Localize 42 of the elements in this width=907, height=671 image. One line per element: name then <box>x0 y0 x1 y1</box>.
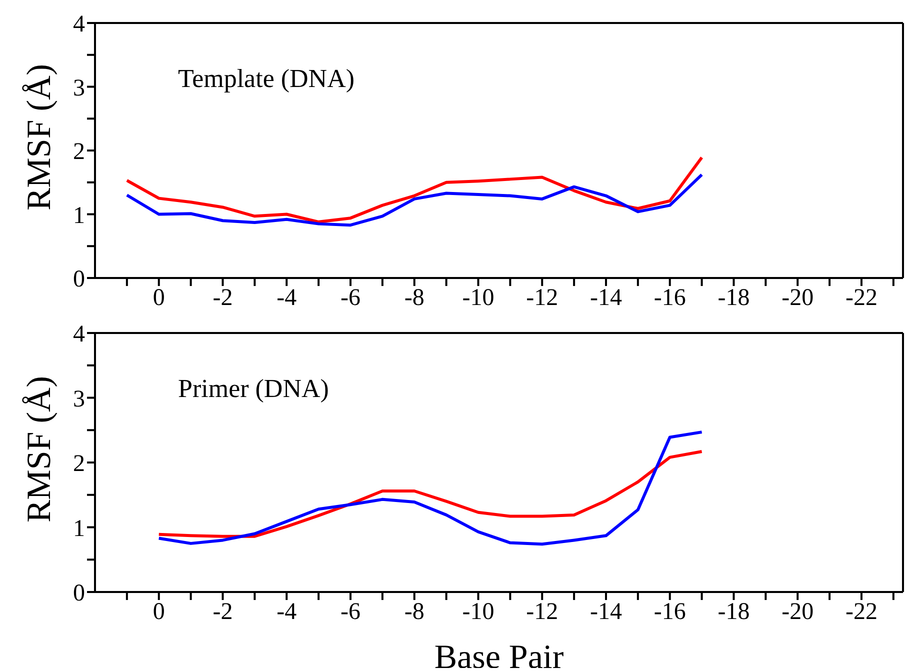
y-tick-label: 0 <box>73 580 85 607</box>
x-tick-label: -2 <box>212 599 233 626</box>
y-tick-label: 3 <box>73 386 85 412</box>
y-tick-label: 3 <box>73 75 85 102</box>
x-tick-label: -12 <box>526 285 558 312</box>
x-tick-label: -10 <box>462 285 494 312</box>
y-tick-label: 4 <box>73 12 85 38</box>
x-tick-label: -20 <box>782 599 814 626</box>
line-series <box>125 173 704 227</box>
x-tick-label: -8 <box>404 599 424 626</box>
x-tick-label: -8 <box>404 285 424 312</box>
line-series <box>157 450 704 538</box>
x-tick-label: -16 <box>654 285 686 312</box>
x-tick-label: -12 <box>526 599 558 626</box>
x-tick-label: -6 <box>340 599 360 626</box>
y-tick-label: 1 <box>73 516 85 542</box>
x-tick-label: -22 <box>845 285 878 312</box>
x-tick-label: -18 <box>718 285 750 312</box>
y-axis-title: RMSF (Å) <box>21 376 58 522</box>
y-tick-label: 1 <box>73 202 85 229</box>
y-tick-label: 2 <box>73 451 85 478</box>
y-tick-label: 4 <box>73 322 85 348</box>
x-tick-label: -20 <box>782 285 814 312</box>
x-tick-label: -4 <box>276 599 297 626</box>
text: Template (DNA) <box>178 64 355 94</box>
y-axis-title: RMSF (Å) <box>21 64 58 210</box>
x-tick-label: -14 <box>590 285 622 312</box>
x-tick-label: -22 <box>845 599 878 626</box>
x-tick-label: -18 <box>718 599 750 626</box>
x-tick-label: 0 <box>152 285 165 312</box>
y-tick-label: 0 <box>73 266 85 293</box>
x-tick-label: -6 <box>340 285 360 312</box>
x-tick-label: -4 <box>276 285 297 312</box>
y-tick-label: 2 <box>73 139 85 166</box>
x-tick-label: -2 <box>212 285 233 312</box>
x-tick-label: -10 <box>462 599 494 626</box>
line-series <box>157 430 704 546</box>
x-tick-label: 0 <box>152 599 165 626</box>
x-tick-label: -14 <box>590 599 622 626</box>
x-tick-label: -16 <box>654 599 686 626</box>
text: Primer (DNA) <box>178 374 329 404</box>
line-series <box>125 156 704 224</box>
